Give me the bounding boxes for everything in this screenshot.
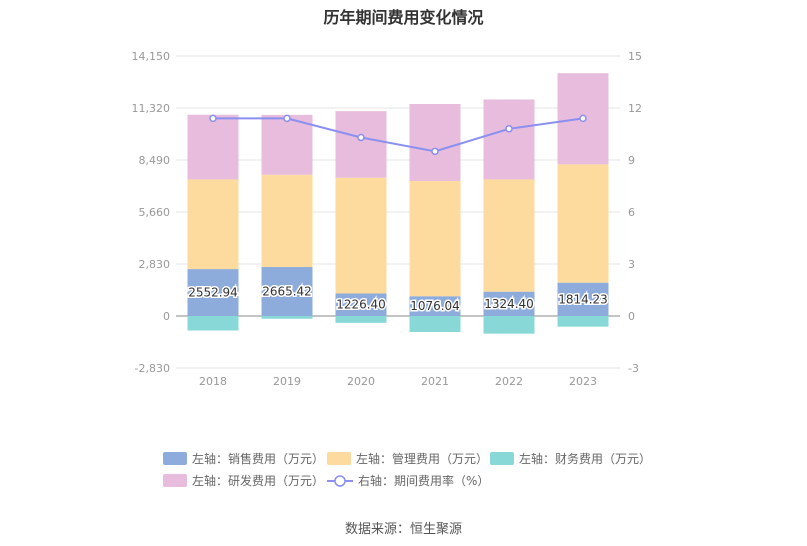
- legend-finance-swatch: [490, 452, 514, 465]
- bar-sales-2022: [483, 291, 535, 316]
- right-tick-label: 6: [628, 206, 635, 219]
- legend-ratio[interactable]: 右轴：期间费用率（%）: [327, 472, 489, 489]
- bars-layer: [187, 73, 609, 334]
- ratio-point-2023: [579, 114, 587, 123]
- legend-admin-swatch: [327, 452, 351, 465]
- bar-sales-2020: [335, 293, 387, 316]
- legend-sales-label: 左轴：销售费用（万元）: [192, 452, 325, 466]
- left-tick-label: 14,150: [132, 50, 171, 63]
- bar-finance-2018: [187, 316, 239, 331]
- legend-ratio-line-icon: [327, 474, 353, 487]
- ratio-line: [213, 117, 584, 153]
- bar-admin-2019: [261, 174, 313, 268]
- x-tick-label: 2021: [421, 375, 449, 388]
- legend-finance-label: 左轴：财务费用（万元）: [519, 452, 652, 466]
- bar-finance-2023: [557, 316, 609, 327]
- x-tick-label: 2018: [199, 375, 227, 388]
- x-tick-label: 2019: [273, 375, 301, 388]
- left-tick-label: -2,830: [135, 362, 170, 375]
- right-tick-label: 15: [628, 50, 642, 63]
- sales-data-label: 2665.42: [262, 285, 312, 299]
- label-layer: 2552.94 2665.42 1226.40 1076.04 1324.40 1814.…: [187, 283, 610, 315]
- ratio-point-2019: [283, 114, 291, 123]
- bar-sales-2023: [557, 282, 609, 316]
- sales-data-label: 1324.40: [484, 297, 534, 311]
- legend-admin[interactable]: 左轴：管理费用（万元）: [327, 450, 488, 467]
- bar-finance-2021: [409, 316, 461, 332]
- bar-admin-2023: [557, 164, 609, 283]
- left-tick-label: 2,830: [139, 258, 171, 271]
- legend-rnd-label: 左轴：研发费用（万元）: [192, 474, 325, 488]
- left-tick-label: 11,320: [132, 102, 171, 115]
- sales-data-label: 2552.94: [188, 286, 238, 300]
- legend-sales-swatch: [163, 452, 187, 465]
- sales-data-label: 1076.04: [410, 299, 460, 313]
- bar-rnd-2020: [335, 111, 387, 178]
- bar-admin-2021: [409, 181, 461, 297]
- legend-finance[interactable]: 左轴：财务费用（万元）: [490, 450, 651, 467]
- sales-data-label: 1814.23: [558, 292, 608, 306]
- bar-rnd-2022: [483, 99, 535, 180]
- bar-rnd-2018: [187, 114, 239, 180]
- right-tick-label: 3: [628, 258, 635, 271]
- ratio-point-2021: [431, 147, 439, 156]
- legend-ratio-label: 右轴：期间费用率（%）: [358, 474, 490, 488]
- right-tick-label: -3: [628, 362, 639, 375]
- sales-data-label: 1226.40: [336, 298, 386, 312]
- bar-sales-2018: [187, 269, 239, 316]
- x-tick-label: 2020: [347, 375, 375, 388]
- right-tick-label: 0: [628, 310, 635, 323]
- ratio-point-2022: [505, 125, 513, 133]
- x-tick-label: 2022: [495, 375, 523, 388]
- legend-admin-label: 左轴：管理费用（万元）: [356, 452, 489, 466]
- bar-admin-2020: [335, 177, 387, 294]
- left-tick-label: 5,660: [139, 206, 171, 219]
- line-layer: [209, 114, 587, 156]
- x-tick-label: 2023: [569, 375, 597, 388]
- right-tick-label: 9: [628, 154, 635, 167]
- left-tick-label: 0: [163, 310, 170, 323]
- bar-sales-2019: [261, 267, 313, 316]
- left-tick-label: 8,490: [139, 154, 171, 167]
- right-tick-label: 12: [628, 102, 642, 115]
- grid-layer: [176, 55, 620, 369]
- bar-rnd-2019: [261, 114, 313, 175]
- source-note: 数据来源：恒生聚源: [344, 522, 462, 537]
- axis-layer: 14,150 15 11,320 12 8,490 9 5,660 6 2,830 3 0 0 -2,8…: [132, 50, 643, 388]
- legend-rnd-swatch: [163, 474, 187, 487]
- bar-finance-2020: [335, 316, 387, 323]
- bar-admin-2022: [483, 179, 535, 292]
- bar-admin-2018: [187, 179, 239, 270]
- legend-sales[interactable]: 左轴：销售费用（万元）: [163, 450, 324, 467]
- bar-finance-2022: [483, 316, 535, 334]
- bar-sales-2021: [409, 296, 461, 316]
- ratio-point-2020: [357, 133, 365, 142]
- chart-title: 历年期间费用变化情况: [323, 8, 484, 27]
- ratio-point-2018: [209, 114, 217, 123]
- bar-finance-2019: [261, 316, 313, 319]
- legend-rnd[interactable]: 左轴：研发费用（万元）: [163, 472, 324, 489]
- bar-rnd-2021: [409, 104, 461, 182]
